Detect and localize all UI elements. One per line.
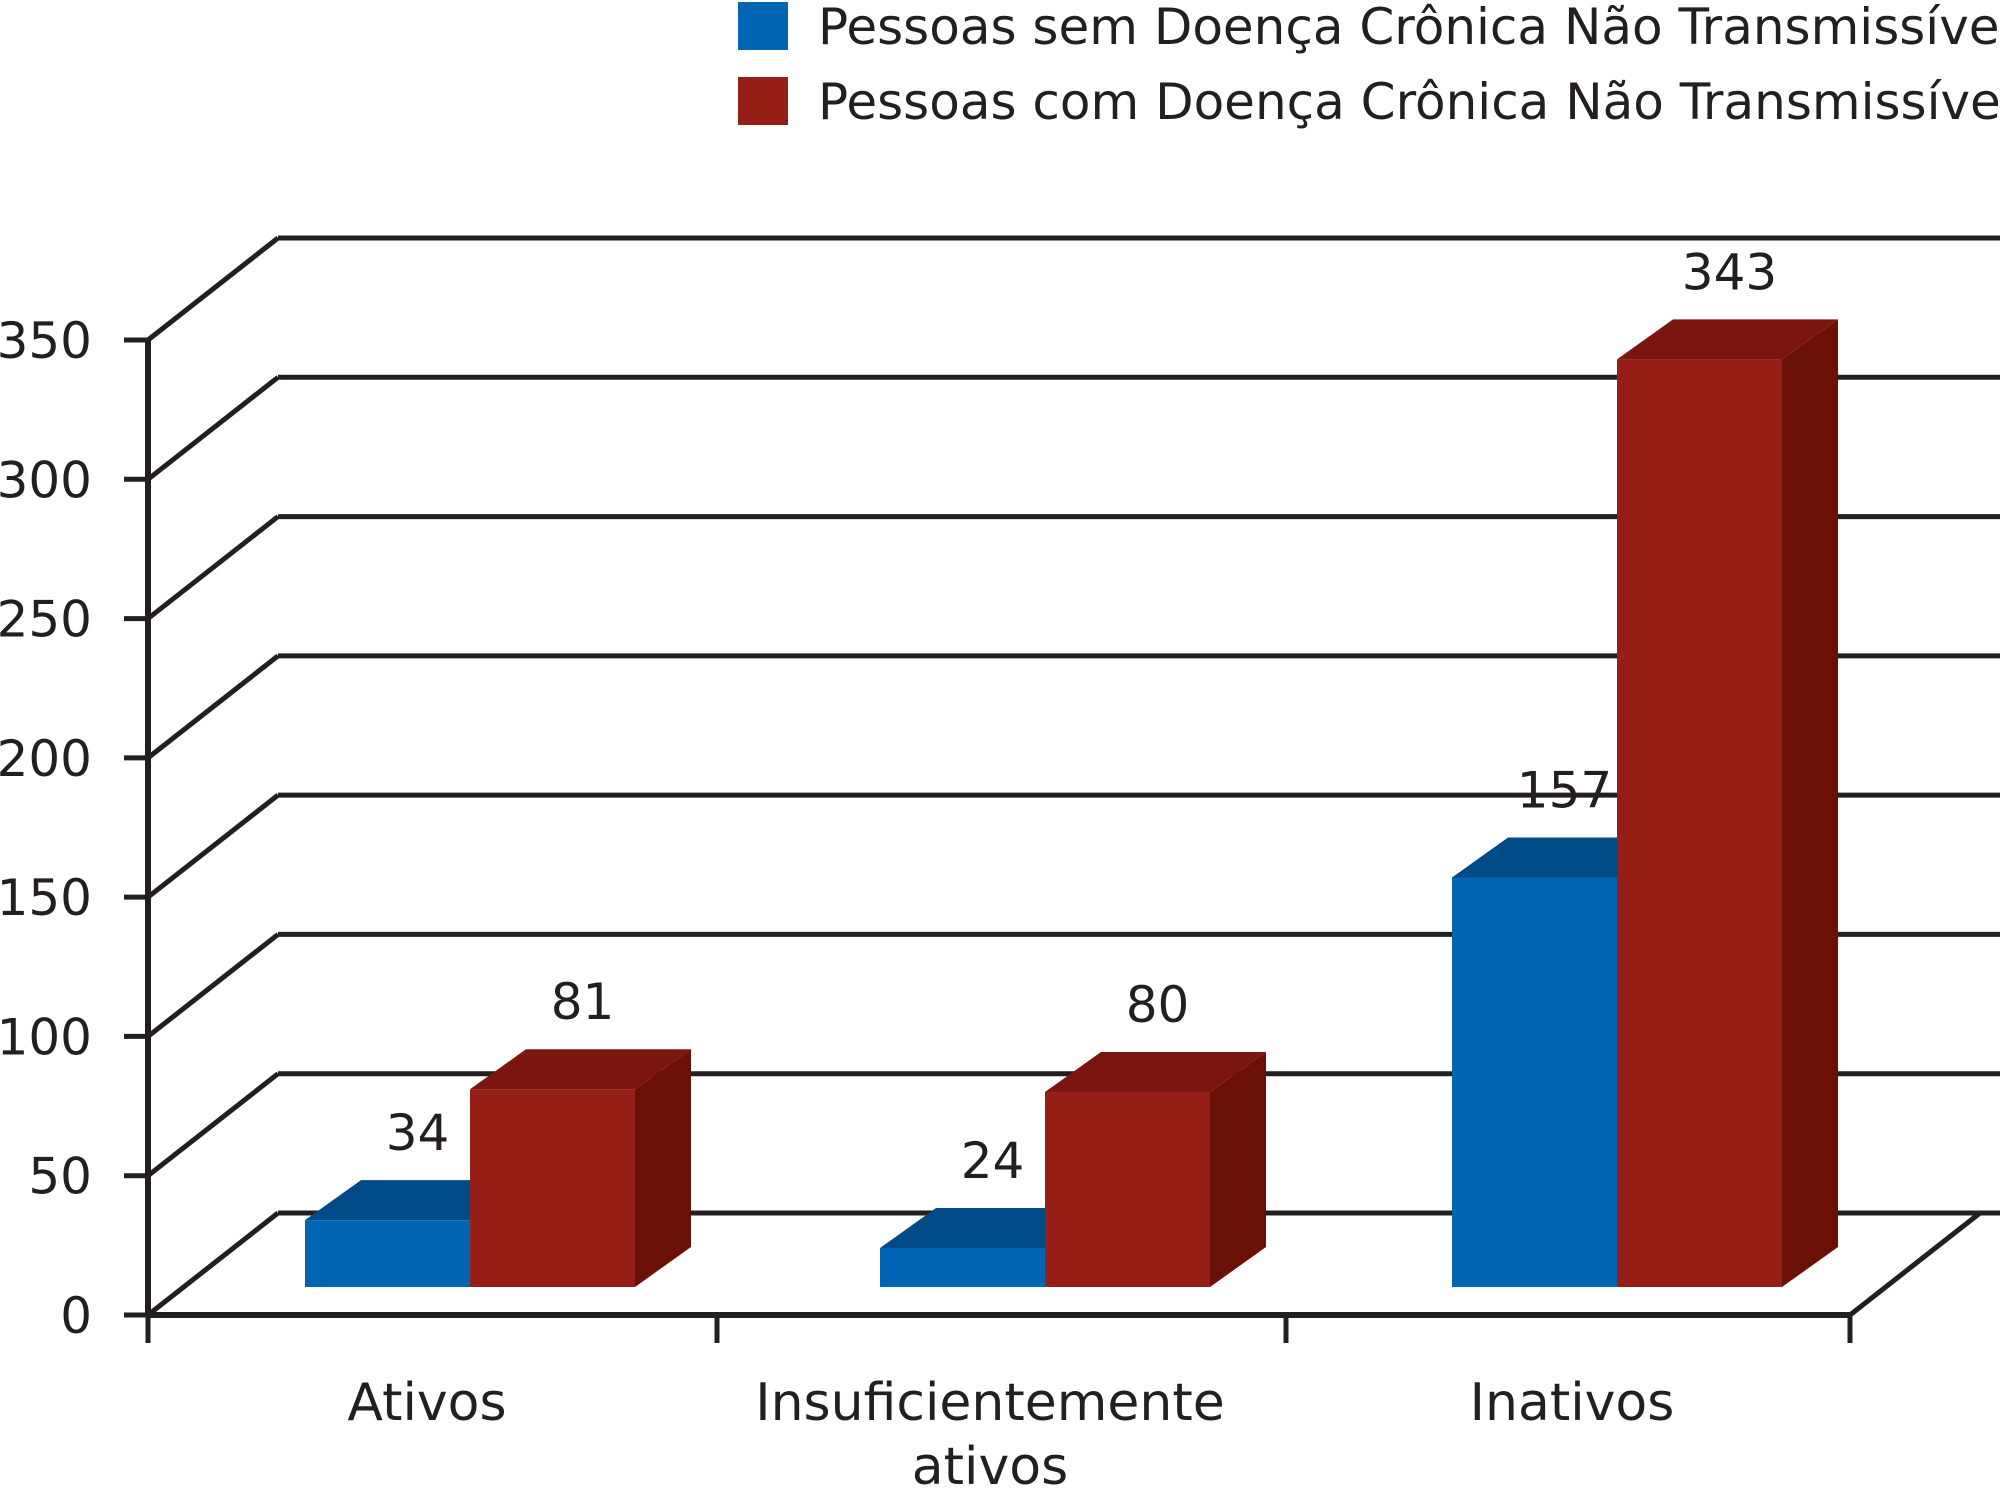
data-label: 81 [551, 973, 615, 1031]
bar-front [880, 1248, 1045, 1287]
bar-front [1617, 359, 1782, 1287]
x-category-label-line: Insuficientemente [755, 1373, 1224, 1433]
bar-top [470, 1049, 691, 1090]
bar-front [470, 1089, 635, 1287]
bar [1617, 319, 1838, 1287]
bar-side [1782, 319, 1838, 1287]
grid-diagonal [146, 653, 280, 760]
y-tick-label: 200 [0, 730, 92, 788]
data-label: 157 [1517, 762, 1612, 820]
data-label: 34 [386, 1104, 450, 1162]
data-label: 24 [961, 1132, 1025, 1190]
y-tick-label: 50 [28, 1148, 92, 1206]
bar-top [1617, 319, 1838, 360]
legend-label: Pessoas sem Doença Crônica Não Transmiss… [818, 0, 2000, 56]
bar-side [1210, 1052, 1266, 1287]
x-category-label-line: ativos [912, 1437, 1068, 1497]
bar-front [1045, 1092, 1210, 1287]
bar [1045, 1052, 1266, 1287]
bar-side [635, 1049, 691, 1287]
y-tick-label: 250 [0, 591, 92, 649]
grid-diagonal [146, 1211, 280, 1317]
y-tick-label: 150 [0, 869, 92, 927]
x-category-label-line: Ativos [347, 1373, 506, 1433]
legend-label: Pessoas com Doença Crônica Não Transmiss… [818, 73, 2000, 131]
y-tick-label: 300 [0, 451, 92, 509]
grid-diagonal [146, 375, 280, 482]
data-label: 80 [1126, 976, 1190, 1034]
data-label: 343 [1682, 243, 1777, 301]
x-category-label: Insuficientemente ativos [755, 1373, 1224, 1497]
legend: Pessoas sem Doença Crônica Não Transmiss… [738, 0, 2000, 131]
bar [470, 1049, 691, 1287]
legend-swatch [738, 77, 788, 125]
grid-diagonal [146, 793, 280, 900]
floor-edge [1848, 1211, 1982, 1317]
bar-front [1452, 877, 1617, 1287]
grid-diagonal [146, 932, 280, 1039]
grid-diagonal [146, 236, 280, 342]
bars-layer [305, 319, 1838, 1287]
bar-top [1045, 1052, 1266, 1093]
y-tick-label: 350 [0, 312, 92, 370]
labels-layer: 0 50 100 150 200 250 300 350 34 81 24 80 157 343 Ativo… [0, 243, 1777, 1497]
legend-swatch [738, 2, 788, 50]
grid-diagonal [146, 514, 280, 621]
x-category-label: Ativos [347, 1373, 506, 1433]
y-tick-label: 100 [0, 1008, 92, 1066]
grid-diagonal [146, 1071, 280, 1178]
bar-front [305, 1220, 470, 1287]
x-category-label: Inativos [1470, 1373, 1675, 1433]
x-category-label-line: Inativos [1470, 1373, 1675, 1433]
y-tick-label: 0 [60, 1287, 92, 1345]
